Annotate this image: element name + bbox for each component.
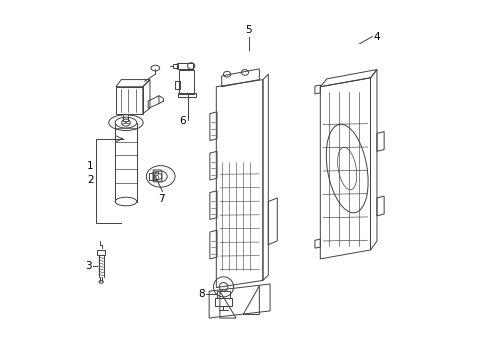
Text: 8: 8 (198, 289, 204, 299)
Text: 5: 5 (245, 25, 252, 35)
Text: 1: 1 (87, 161, 94, 171)
Text: 4: 4 (373, 32, 380, 41)
Text: 7: 7 (158, 194, 165, 204)
Text: 3: 3 (85, 261, 92, 271)
Text: 6: 6 (179, 116, 186, 126)
Text: 2: 2 (87, 175, 94, 185)
